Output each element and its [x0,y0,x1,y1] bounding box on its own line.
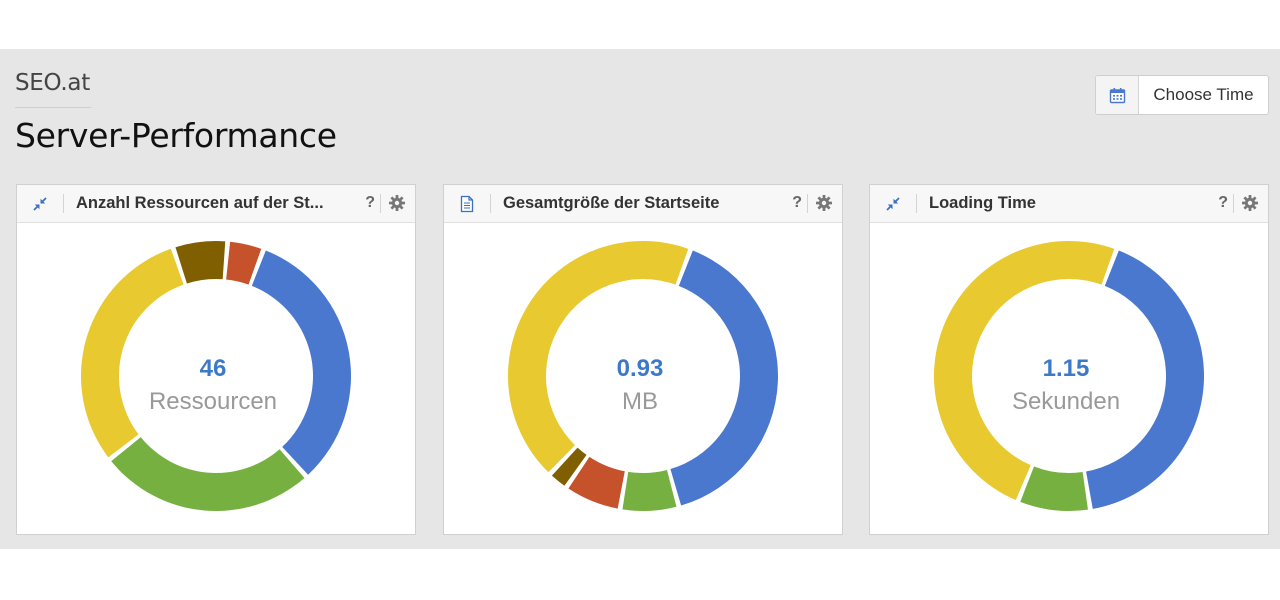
donut-slice[interactable] [226,241,262,285]
donut-slice[interactable] [933,240,1115,501]
donut-slice[interactable] [175,241,226,284]
dashboard: SEO.at Server-Performance Choose Time [0,49,1280,549]
choose-time-button[interactable]: Choose Time [1095,75,1269,115]
center-value: 46 [200,355,227,382]
donut-slice[interactable] [1020,466,1088,511]
donut-slice[interactable] [111,437,305,511]
help-button[interactable]: ? [365,194,375,211]
choose-time-label[interactable]: Choose Time [1153,85,1254,104]
header-divider [490,194,491,213]
widget-title: Loading Time [929,194,1036,212]
donut-slice[interactable] [1086,250,1204,509]
center-unit: Sekunden [1012,388,1120,415]
donut-chart: 1.15 Sekunden [933,240,1204,511]
page-title: Server-Performance [15,116,337,155]
widget-total-size: Gesamtgröße der Startseite ? 0.93 MB [443,184,843,535]
donut-slice[interactable] [508,241,689,473]
donut-slice[interactable] [551,447,587,486]
center-unit: Ressourcen [149,388,277,415]
donut-slice[interactable] [251,250,351,475]
gear-icon[interactable] [1241,194,1259,212]
calendar-icon[interactable] [1096,76,1139,114]
widget-header: Gesamtgröße der Startseite ? [444,185,842,223]
donut-slice[interactable] [568,456,625,509]
widget-header: Anzahl Ressourcen auf der St... ? [17,185,415,223]
document-icon[interactable] [444,185,490,222]
header-divider [807,194,808,213]
help-button[interactable]: ? [792,194,802,211]
widget-title: Gesamtgröße der Startseite [503,194,720,212]
center-unit: MB [622,388,658,415]
collapse-arrows-icon[interactable] [17,185,63,222]
header-divider [63,194,64,213]
header-divider [1233,194,1234,213]
header-divider [916,194,917,213]
donut-slice[interactable] [81,248,184,458]
donut-chart: 46 Ressourcen [81,241,351,511]
header-divider [380,194,381,213]
site-name[interactable]: SEO.at [15,70,90,96]
donut-chart: 0.93 MB [508,241,778,511]
gear-icon[interactable] [388,194,406,212]
widget-title: Anzahl Ressourcen auf der St... [76,194,324,212]
site-divider [15,107,91,108]
center-value: 1.15 [1043,355,1090,382]
donut-slice[interactable] [670,250,778,506]
widget-loading-time: Loading Time ? 1.15 Sekunden [869,184,1269,535]
widget-resources: Anzahl Ressourcen auf der St... ? 46 Res… [16,184,416,535]
donut-slice[interactable] [622,469,677,511]
widget-header: Loading Time ? [870,185,1268,223]
center-value: 0.93 [617,355,664,382]
help-button[interactable]: ? [1218,194,1228,211]
collapse-arrows-icon[interactable] [870,185,916,222]
gear-icon[interactable] [815,194,833,212]
